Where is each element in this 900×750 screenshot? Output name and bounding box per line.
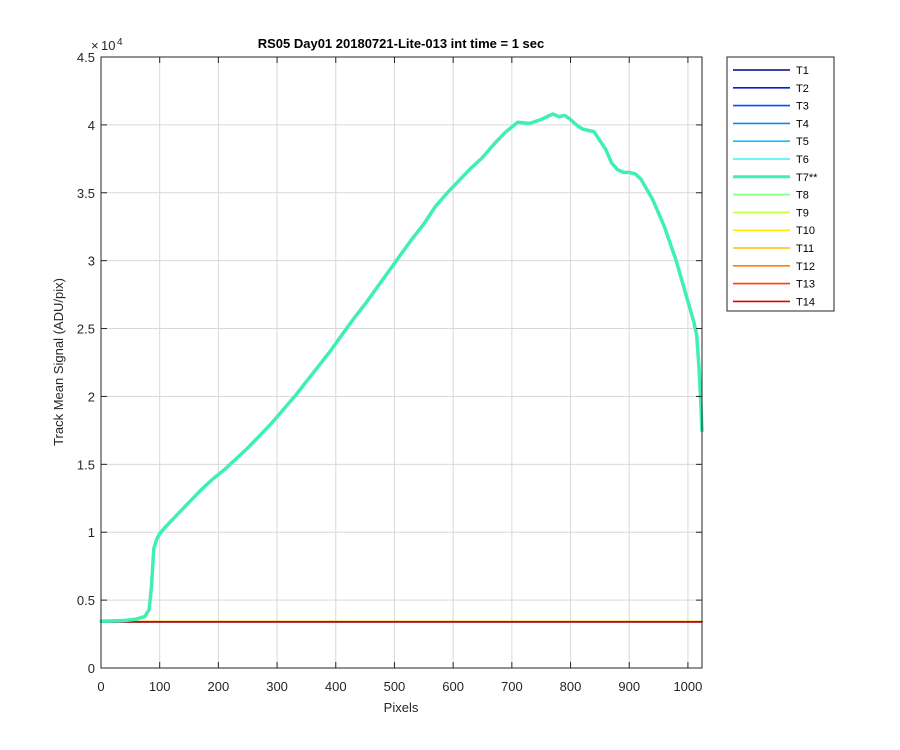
legend-label: T8 [796,190,809,202]
plot-area [101,57,702,668]
y-tick-label: 3 [88,254,95,269]
y-tick-label: 0.5 [77,593,95,608]
y-tick-label: 1 [88,525,95,540]
y-tick-label: 2 [88,389,95,404]
legend-label: T4 [796,118,809,130]
x-tick-label: 900 [618,679,640,694]
y-tick-label: 4 [88,118,95,133]
legend-label: T11 [796,243,814,255]
legend-label: T13 [796,279,815,291]
y-tick-label: 3.5 [77,186,95,201]
x-axis-label: Pixels [384,700,419,715]
x-tick-label: 800 [560,679,582,694]
times-sign: × [91,38,99,53]
x-tick-label: 600 [442,679,464,694]
legend-label: T5 [796,136,809,148]
chart-title: RS05 Day01 20180721-Lite-013 int time = … [258,36,545,51]
grid-lines [101,57,702,668]
y-tick-label: 0 [88,661,95,676]
y-tick-labels: 0 0.5 1 1.5 2 2.5 3 3.5 4 4.5 [77,50,95,676]
legend-label: T14 [796,296,815,308]
x-tick-labels: 0 100 200 300 400 500 600 700 800 900 1000 [97,679,702,694]
series-layer [99,112,704,623]
legend: T1 T2 T3 T4 T5 T6 T7** T8 T9 T10 T11 T12 T13 T14 [726,56,835,312]
y-axis-label: Track Mean Signal (ADU/pix) [51,278,66,446]
x-tick-label: 100 [149,679,171,694]
y-exponent-base: 10 [101,38,115,53]
legend-label: T12 [796,261,815,273]
legend-label: T7** [796,172,818,184]
legend-label: T9 [796,207,809,219]
plot-frame [100,56,703,669]
x-tick-label: 1000 [673,679,702,694]
x-tick-label: 700 [501,679,523,694]
series-line-t7 [99,112,704,623]
legend-label: T6 [796,154,809,166]
y-exponent-power: 4 [117,37,123,48]
legend-label: T3 [796,101,809,113]
tick-marks [100,56,702,669]
x-tick-label: 200 [208,679,230,694]
y-tick-label: 2.5 [77,322,95,337]
x-tick-label: 400 [325,679,347,694]
x-tick-label: 0 [97,679,104,694]
legend-label: T2 [796,83,809,95]
x-tick-label: 500 [384,679,406,694]
legend-box [726,56,835,312]
y-tick-label: 1.5 [77,457,95,472]
y-tick-label: 4.5 [77,50,95,65]
x-tick-label: 300 [266,679,288,694]
legend-label: T10 [796,225,815,237]
legend-label: T1 [796,65,809,77]
